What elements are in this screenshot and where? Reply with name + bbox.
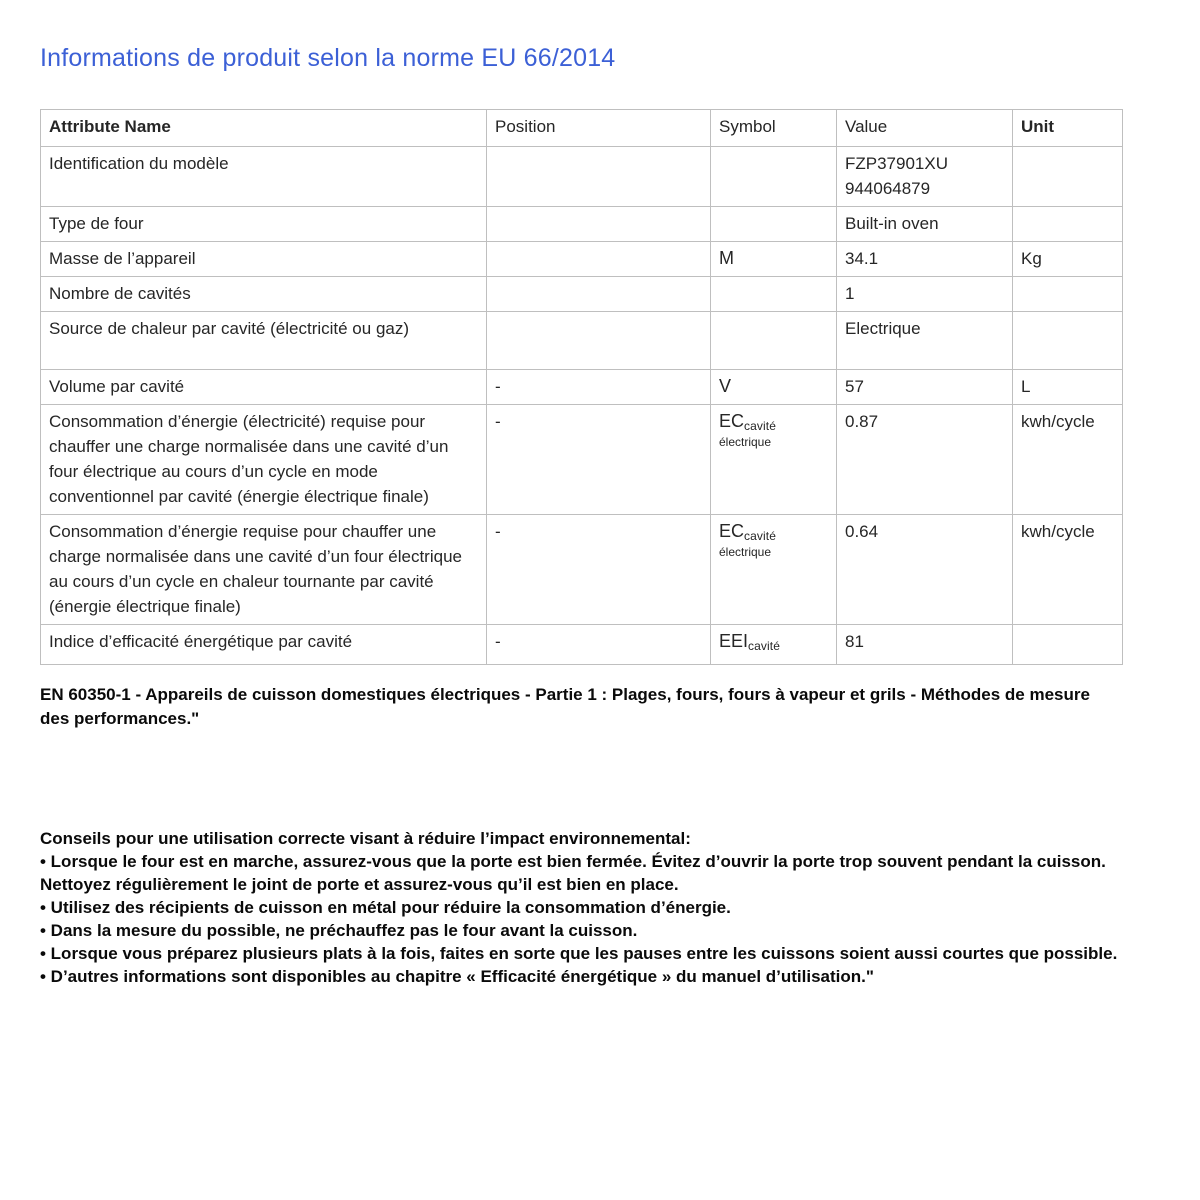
unit-cell: Kg [1012, 241, 1123, 277]
symbol-cell: EEIcavité [710, 624, 837, 665]
column-header-symbol: Symbol [710, 109, 837, 147]
product-info-table: Attribute Name Position Symbol Value Unit Id… [40, 109, 1123, 665]
attribute-cell: Identification du modèle [40, 146, 487, 207]
table-row: Identification du modèle FZP37901XU 944064… [40, 146, 1123, 207]
attribute-cell: Source de chaleur par cavité (électricit… [40, 311, 487, 370]
unit-cell: L [1012, 369, 1123, 405]
attribute-cell: Indice d’efficacité énergétique par cavi… [40, 624, 487, 665]
value-cell: FZP37901XU 944064879 [836, 146, 1013, 207]
tip-item: • Dans la mesure du possible, ne préchau… [40, 921, 638, 940]
column-header-value: Value [836, 109, 1013, 147]
symbol-subscript: cavité [748, 639, 780, 653]
symbol-main: EEI [719, 631, 749, 651]
position-cell [486, 311, 711, 370]
unit-cell: kwh/cycle [1012, 404, 1123, 515]
value-cell: 57 [836, 369, 1013, 405]
column-header-unit: Unit [1012, 109, 1123, 147]
symbol-cell [710, 311, 837, 370]
table-row: Consommation d’énergie (électricité) req… [40, 404, 1123, 515]
value-cell: Electrique [836, 311, 1013, 370]
attribute-cell: Masse de l’appareil [40, 241, 487, 277]
table-row: Indice d’efficacité énergétique par cavi… [40, 624, 1123, 665]
attribute-cell: Consommation d’énergie requise pour chau… [40, 514, 487, 625]
table-row: Nombre de cavités 1 [40, 276, 1123, 312]
column-header-attribute-name: Attribute Name [40, 109, 487, 147]
symbol-cell [710, 206, 837, 242]
unit-cell [1012, 206, 1123, 242]
value-cell: 1 [836, 276, 1013, 312]
table-row: Type de four Built-in oven [40, 206, 1123, 242]
symbol-main: EC [719, 411, 745, 431]
position-cell [486, 206, 711, 242]
value-cell: 81 [836, 624, 1013, 665]
tip-item: • Lorsque le four est en marche, assurez… [40, 852, 1106, 894]
tip-item: • Utilisez des récipients de cuisson en … [40, 898, 731, 917]
symbol-main: M [719, 248, 734, 268]
tips-heading: Conseils pour une utilisation correcte v… [40, 829, 691, 848]
symbol-main: EC [719, 521, 745, 541]
unit-cell: kwh/cycle [1012, 514, 1123, 625]
table-row: Source de chaleur par cavité (électricit… [40, 311, 1123, 370]
symbol-cell: V [710, 369, 837, 405]
position-cell [486, 276, 711, 312]
value-cell: 0.64 [836, 514, 1013, 625]
value-cell: 0.87 [836, 404, 1013, 515]
page-title: Informations de produit selon la norme E… [40, 44, 616, 72]
position-cell [486, 146, 711, 207]
tip-item: • Lorsque vous préparez plusieurs plats … [40, 944, 1118, 963]
unit-cell [1012, 624, 1123, 665]
symbol-cell [710, 146, 837, 207]
symbol-main: V [719, 376, 732, 396]
attribute-cell: Nombre de cavités [40, 276, 487, 312]
symbol-subscript: cavité [744, 419, 776, 433]
tips-list: • Lorsque le four est en marche, assurez… [40, 850, 1118, 988]
symbol-cell: ECcavité électrique [710, 514, 837, 625]
table-row: Masse de l’appareil M 34.1 Kg [40, 241, 1123, 277]
standard-note: EN 60350-1 - Appareils de cuisson domest… [40, 685, 1090, 728]
position-cell: - [486, 514, 711, 625]
unit-cell [1012, 311, 1123, 370]
attribute-cell: Volume par cavité [40, 369, 487, 405]
symbol-cell: ECcavité électrique [710, 404, 837, 515]
value-cell: 34.1 [836, 241, 1013, 277]
unit-cell [1012, 276, 1123, 312]
position-cell: - [486, 369, 711, 405]
position-cell: - [486, 404, 711, 515]
table-header-row: Attribute Name Position Symbol Value Unit [40, 109, 1123, 147]
symbol-cell [710, 276, 837, 312]
attribute-cell: Type de four [40, 206, 487, 242]
symbol-subscript: cavité [744, 529, 776, 543]
column-header-position: Position [486, 109, 711, 147]
unit-cell [1012, 146, 1123, 207]
position-cell [486, 241, 711, 277]
table-body: Identification du modèle FZP37901XU 944064… [40, 146, 1123, 665]
table-row: Consommation d’énergie requise pour chau… [40, 514, 1123, 625]
position-cell: - [486, 624, 711, 665]
symbol-cell: M [710, 241, 837, 277]
eco-tips-section: Conseils pour une utilisation correcte v… [40, 827, 1118, 988]
table-row: Volume par cavité - V 57 L [40, 369, 1123, 405]
tip-item: • D’autres informations sont disponibles… [40, 967, 874, 986]
attribute-cell: Consommation d’énergie (électricité) req… [40, 404, 487, 515]
value-cell: Built-in oven [836, 206, 1013, 242]
symbol-subscript-line2: électrique [719, 545, 772, 559]
symbol-subscript-line2: électrique [719, 435, 772, 449]
